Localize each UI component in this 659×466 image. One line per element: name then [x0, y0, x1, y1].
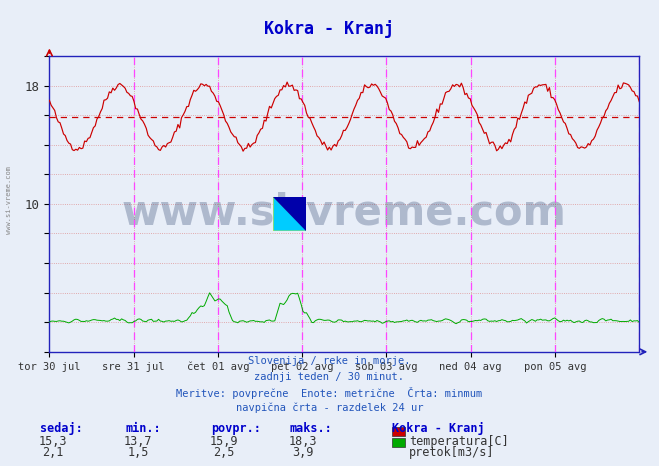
Text: zadnji teden / 30 minut.: zadnji teden / 30 minut. — [254, 372, 405, 382]
Text: Slovenija / reke in morje.: Slovenija / reke in morje. — [248, 356, 411, 366]
Text: 13,7: 13,7 — [124, 435, 153, 448]
Text: www.si-vreme.com: www.si-vreme.com — [122, 192, 567, 234]
Text: 15,3: 15,3 — [38, 435, 67, 448]
Text: www.si-vreme.com: www.si-vreme.com — [5, 166, 12, 234]
Text: 18,3: 18,3 — [289, 435, 318, 448]
Text: navpična črta - razdelek 24 ur: navpična črta - razdelek 24 ur — [236, 403, 423, 413]
Text: 1,5: 1,5 — [128, 446, 149, 459]
Text: 2,1: 2,1 — [42, 446, 63, 459]
Text: 3,9: 3,9 — [293, 446, 314, 459]
Polygon shape — [273, 197, 306, 231]
Text: povpr.:: povpr.: — [211, 422, 261, 435]
Text: temperatura[C]: temperatura[C] — [409, 435, 509, 448]
Text: sedaj:: sedaj: — [40, 422, 82, 435]
Text: pretok[m3/s]: pretok[m3/s] — [409, 446, 495, 459]
Text: Kokra - Kranj: Kokra - Kranj — [392, 422, 485, 435]
Text: maks.:: maks.: — [290, 422, 333, 435]
Text: 15,9: 15,9 — [210, 435, 239, 448]
Text: 2,5: 2,5 — [214, 446, 235, 459]
Text: Kokra - Kranj: Kokra - Kranj — [264, 20, 395, 38]
Polygon shape — [273, 197, 306, 231]
Text: min.:: min.: — [125, 422, 161, 435]
Text: Meritve: povprečne  Enote: metrične  Črta: minmum: Meritve: povprečne Enote: metrične Črta:… — [177, 387, 482, 399]
